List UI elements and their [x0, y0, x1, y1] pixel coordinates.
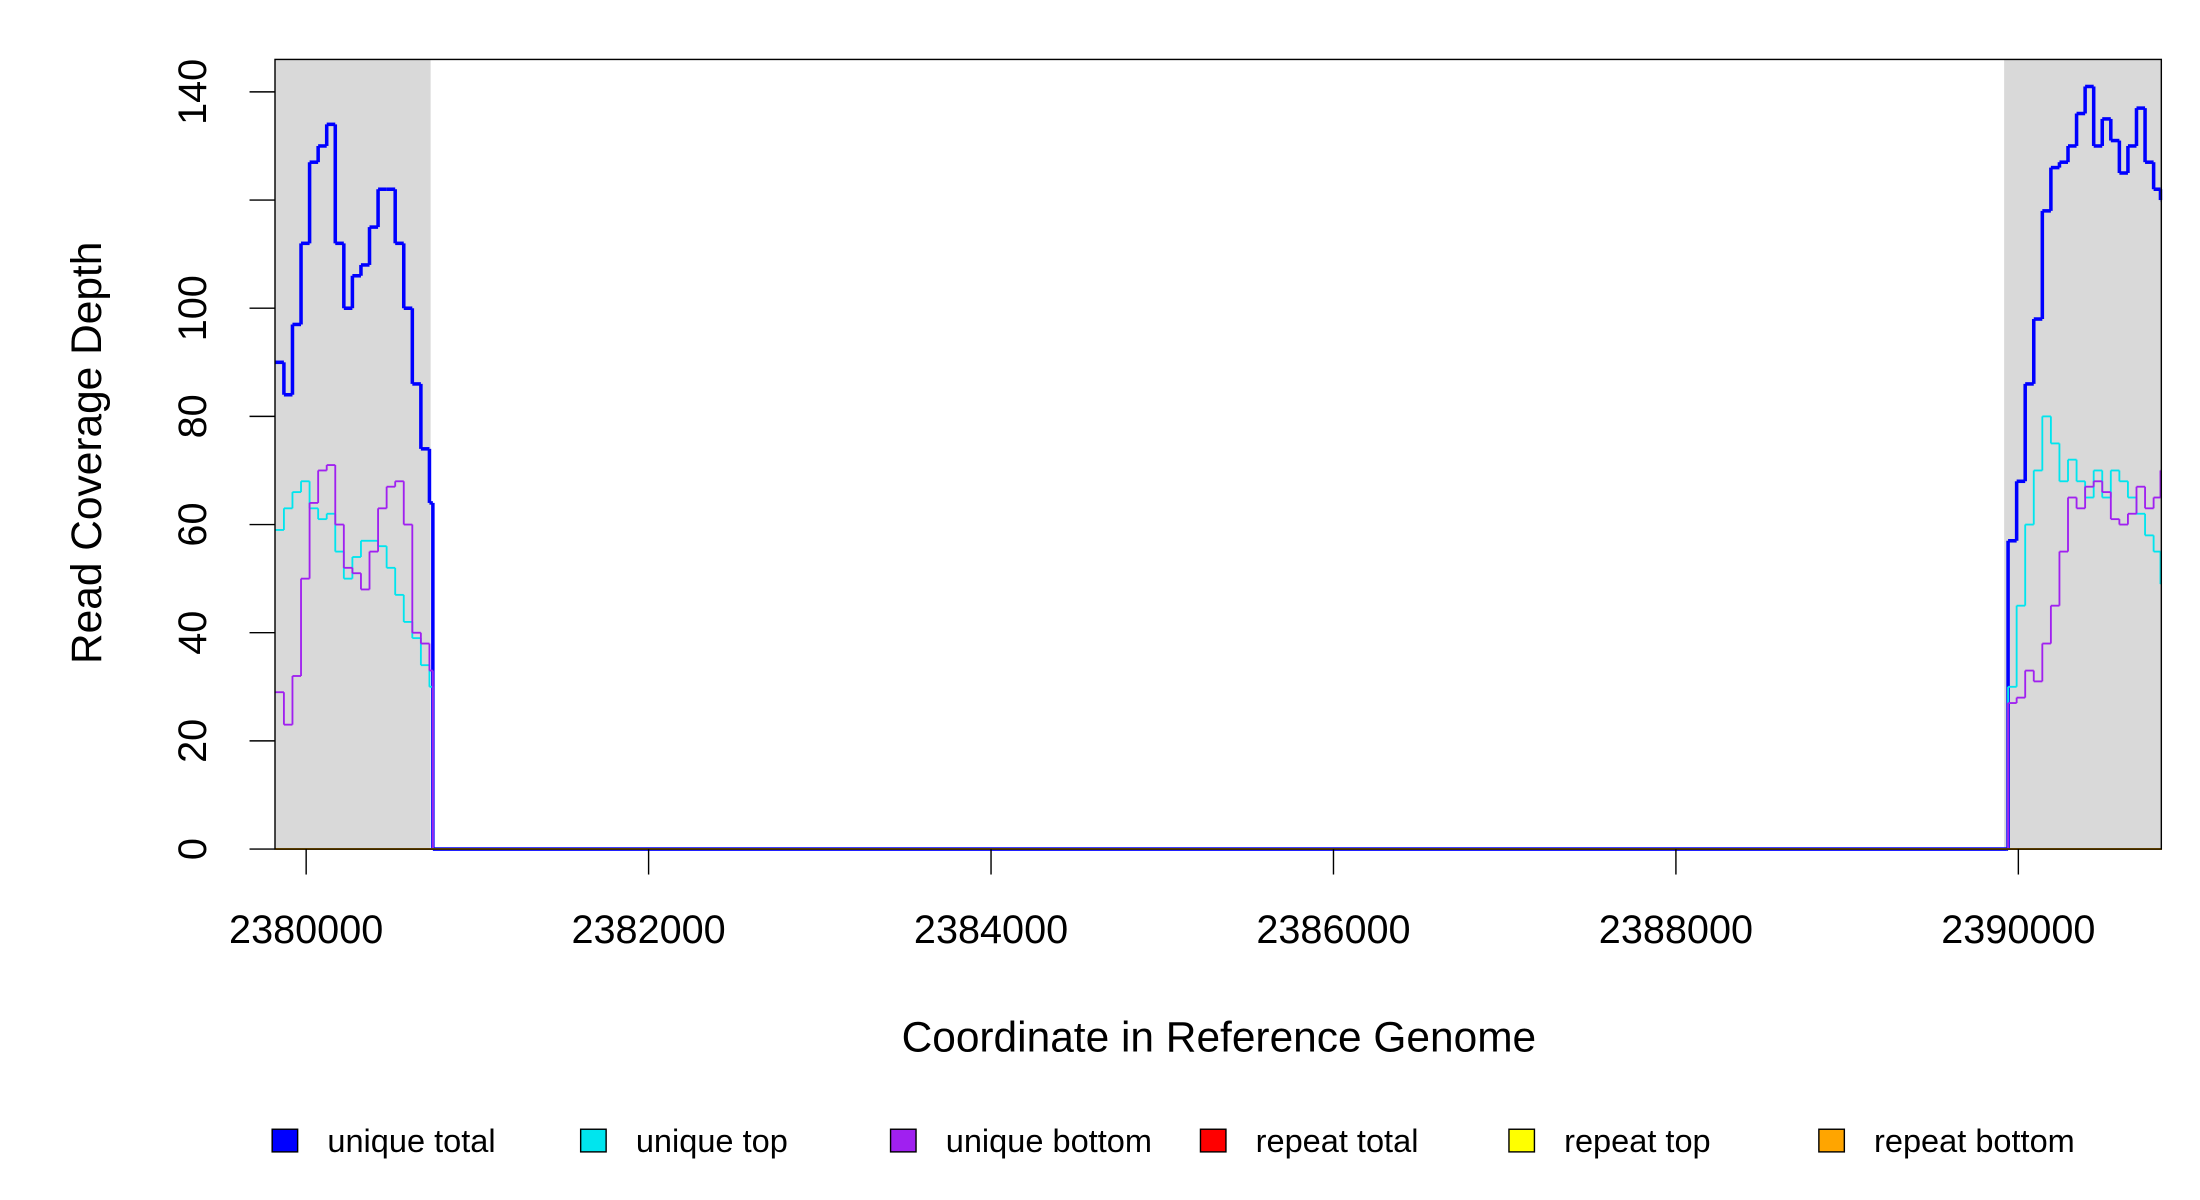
- legend-swatch: [579, 1128, 607, 1153]
- y-tick-label: 100: [171, 275, 215, 341]
- shaded-region: [275, 59, 431, 850]
- x-tick-label: 2386000: [1256, 908, 1410, 952]
- x-tick-label: 2382000: [571, 908, 725, 952]
- legend-label: repeat total: [1256, 1123, 1419, 1159]
- x-tick-label: 2380000: [229, 908, 383, 952]
- legend-swatch: [271, 1128, 299, 1153]
- y-tick-label: 40: [171, 611, 215, 655]
- y-tick-label: 20: [171, 719, 215, 763]
- legend-swatch: [1508, 1128, 1536, 1153]
- legend-swatch: [1818, 1128, 1846, 1153]
- legend-label: unique top: [636, 1123, 788, 1159]
- series-line: [275, 84, 2163, 851]
- legend-label: unique bottom: [946, 1123, 1152, 1159]
- x-tick-label: 2390000: [1941, 908, 2095, 952]
- x-tick-label: 2388000: [1599, 908, 1753, 952]
- x-axis-title: Coordinate in Reference Genome: [902, 1013, 1537, 1060]
- legend-swatch: [1199, 1128, 1227, 1153]
- y-tick-label: 0: [171, 838, 215, 860]
- legend-label: repeat bottom: [1874, 1123, 2075, 1159]
- legend-label: repeat top: [1564, 1123, 1711, 1159]
- legend-label: unique total: [327, 1123, 495, 1159]
- x-tick-label: 2384000: [914, 908, 1068, 952]
- y-tick-label: 60: [171, 503, 215, 547]
- legend-swatch: [889, 1128, 917, 1153]
- shaded-region: [2004, 59, 2162, 850]
- series-line: [275, 464, 2162, 850]
- y-tick-label: 80: [171, 394, 215, 438]
- series-line: [275, 415, 2162, 850]
- y-axis-title: Read Coverage Depth: [63, 242, 110, 664]
- y-tick-label: 140: [171, 59, 215, 125]
- plot-frame: [274, 58, 2163, 850]
